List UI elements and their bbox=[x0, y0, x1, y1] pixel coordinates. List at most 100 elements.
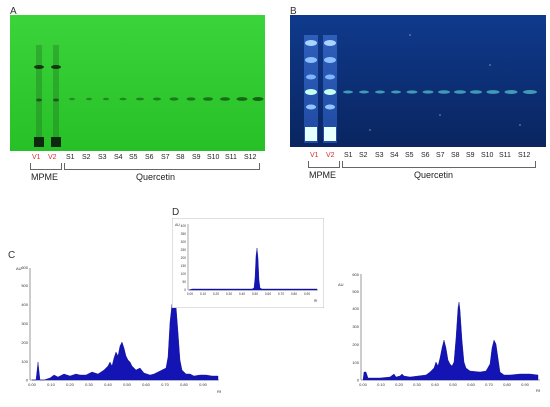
x-axis-label-d: Rf bbox=[314, 299, 317, 303]
x-axis-label-c: Rf bbox=[217, 389, 222, 394]
y-tick-e: 600 bbox=[352, 272, 359, 277]
densitogram-quercetin: AU 0 50 100 150 200 250 300 350 400 0.00… bbox=[171, 217, 325, 309]
y-tick-d: 50 bbox=[182, 280, 186, 284]
group-label-quercetin-a: Quercetin bbox=[136, 172, 176, 182]
lane-label-s11-b: S11 bbox=[499, 152, 511, 159]
lane-label-s10-b: S10 bbox=[481, 152, 494, 159]
lane-label-s5-a: S5 bbox=[129, 154, 138, 161]
x-tick-d: 0.50 bbox=[252, 292, 258, 296]
lane-label-s2-a: S2 bbox=[82, 154, 91, 161]
x-tick-d: 0.10 bbox=[200, 292, 206, 296]
x-tick-c: 0.00 bbox=[28, 382, 37, 387]
x-tick-d: 0.70 bbox=[278, 292, 284, 296]
x-tick-d: 0.80 bbox=[291, 292, 297, 296]
y-axis-label-c: AU bbox=[16, 266, 22, 271]
lane-label-s7-b: S7 bbox=[436, 152, 445, 159]
lane-label-v1-b: V1 bbox=[310, 152, 319, 159]
group-label-quercetin-b: Quercetin bbox=[414, 170, 454, 180]
x-tick-d: 0.20 bbox=[213, 292, 219, 296]
x-tick-c: 0.60 bbox=[142, 382, 151, 387]
y-tick-c: 600 bbox=[21, 265, 28, 270]
lane-label-s3-a: S3 bbox=[98, 154, 107, 161]
y-tick-d: 400 bbox=[181, 224, 187, 228]
lane-label-v2-b: V2 bbox=[326, 152, 335, 159]
lane-label-v2-a: V2 bbox=[48, 154, 57, 161]
lane-label-s4-b: S4 bbox=[390, 152, 399, 159]
y-tick-c: 100 bbox=[21, 359, 28, 364]
lane-label-s7-a: S7 bbox=[161, 154, 170, 161]
y-tick-c: 300 bbox=[21, 321, 28, 326]
densitogram-extract-plot: AU 0 100 200 300 400 500 600 0.00 0.10 0… bbox=[16, 265, 222, 394]
lane-label-s10-a: S10 bbox=[207, 154, 220, 161]
densitogram-quercetin-trace bbox=[188, 247, 318, 291]
bracket-mpme-b bbox=[308, 161, 340, 168]
lane-label-s1-a: S1 bbox=[66, 154, 75, 161]
x-tick-e: 0.90 bbox=[521, 382, 530, 387]
x-tick-e: 0.00 bbox=[359, 382, 368, 387]
lane-label-s6-b: S6 bbox=[421, 152, 430, 159]
x-tick-e: 0.50 bbox=[449, 382, 458, 387]
densitogram-extract-trace bbox=[32, 299, 219, 381]
y-tick-c: 400 bbox=[21, 302, 28, 307]
y-axis-label-e: AU bbox=[338, 282, 344, 287]
group-label-mpme-a: MPME bbox=[31, 172, 58, 182]
densitogram-quercetin-plot: AU 0 50 100 150 200 250 300 350 400 0.00… bbox=[171, 217, 325, 309]
x-tick-d: 0.00 bbox=[187, 292, 193, 296]
lane-label-s1-b: S1 bbox=[344, 152, 353, 159]
x-tick-e: 0.10 bbox=[377, 382, 386, 387]
y-tick-e: 500 bbox=[352, 289, 359, 294]
densitogram-fraction-trace bbox=[362, 301, 539, 381]
y-tick-e: 200 bbox=[352, 342, 359, 347]
group-label-mpme-b: MPME bbox=[309, 170, 336, 180]
x-tick-c: 0.80 bbox=[180, 382, 189, 387]
x-tick-e: 0.30 bbox=[413, 382, 422, 387]
x-tick-d: 0.40 bbox=[239, 292, 245, 296]
lane-label-s12-a: S12 bbox=[244, 154, 257, 161]
y-tick-d: 300 bbox=[181, 240, 187, 244]
lane-label-s6-a: S6 bbox=[145, 154, 154, 161]
x-tick-c: 0.90 bbox=[199, 382, 208, 387]
tlc-plate-visible bbox=[10, 15, 265, 151]
bracket-mpme-a bbox=[30, 163, 62, 170]
y-tick-e: 100 bbox=[352, 360, 359, 365]
bracket-quercetin-a bbox=[64, 163, 260, 170]
densitogram-fraction: AU 0 100 200 300 400 500 600 0.00 0.10 0… bbox=[330, 268, 544, 402]
y-tick-c: 200 bbox=[21, 340, 28, 345]
lane-label-s9-b: S9 bbox=[466, 152, 475, 159]
panel-label-a: A bbox=[10, 6, 17, 17]
x-tick-e: 0.70 bbox=[485, 382, 494, 387]
y-tick-d: 350 bbox=[181, 232, 187, 236]
y-tick-d: 0 bbox=[184, 288, 186, 292]
x-tick-c: 0.70 bbox=[161, 382, 170, 387]
y-tick-e: 400 bbox=[352, 306, 359, 311]
y-tick-d: 200 bbox=[181, 256, 187, 260]
lane-label-s9-a: S9 bbox=[192, 154, 201, 161]
y-axis-label-d: AU bbox=[175, 223, 180, 227]
x-axis-label-e: Rf bbox=[536, 388, 541, 393]
lane-label-v1-a: V1 bbox=[32, 154, 41, 161]
x-tick-e: 0.40 bbox=[431, 382, 440, 387]
x-tick-d: 0.60 bbox=[265, 292, 271, 296]
y-tick-c: 500 bbox=[21, 283, 28, 288]
panel-label-d: D bbox=[172, 207, 180, 218]
lane-label-s4-a: S4 bbox=[114, 154, 123, 161]
x-tick-c: 0.20 bbox=[66, 382, 75, 387]
panel-label-c: C bbox=[8, 250, 16, 261]
y-tick-c: 0 bbox=[26, 378, 29, 383]
x-tick-d: 0.90 bbox=[304, 292, 310, 296]
x-tick-c: 0.40 bbox=[104, 382, 113, 387]
x-tick-d: 0.30 bbox=[226, 292, 232, 296]
tlc-plate-uv bbox=[290, 15, 546, 147]
x-tick-e: 0.80 bbox=[503, 382, 512, 387]
x-tick-e: 0.20 bbox=[395, 382, 404, 387]
x-tick-e: 0.60 bbox=[467, 382, 476, 387]
tlc-plate-visible-image bbox=[10, 15, 265, 151]
y-tick-d: 250 bbox=[181, 248, 187, 252]
tlc-plate-uv-image bbox=[290, 15, 546, 147]
x-tick-c: 0.10 bbox=[47, 382, 56, 387]
panel-label-b: B bbox=[290, 6, 297, 17]
y-tick-d: 100 bbox=[181, 272, 187, 276]
lane-label-s8-b: S8 bbox=[451, 152, 460, 159]
lane-label-s12-b: S12 bbox=[518, 152, 531, 159]
y-tick-d: 150 bbox=[181, 264, 187, 268]
